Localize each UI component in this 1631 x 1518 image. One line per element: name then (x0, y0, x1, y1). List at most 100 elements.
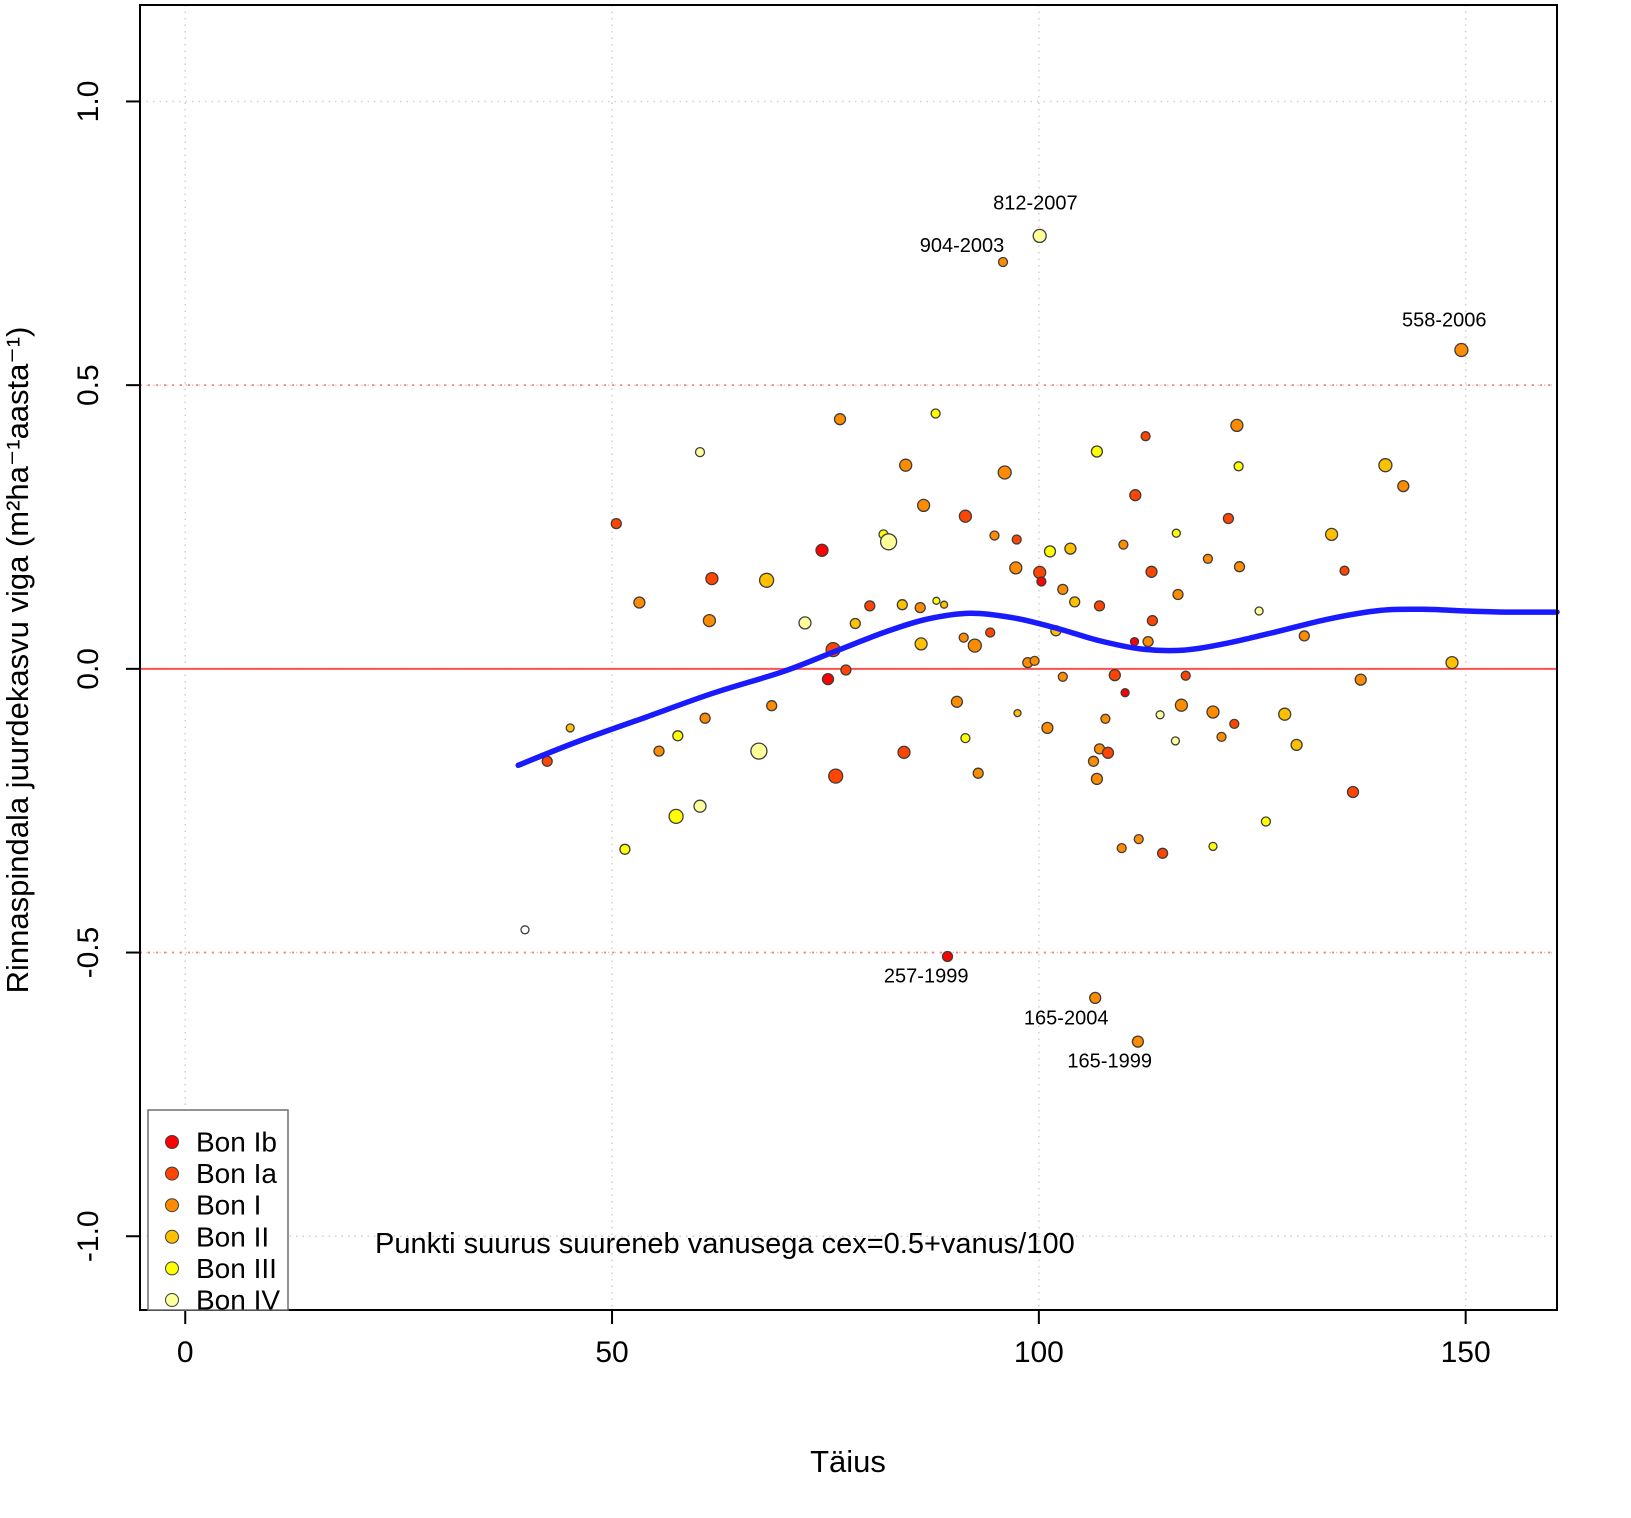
legend-label: Bon II (196, 1221, 269, 1252)
data-point (1222, 512, 1235, 525)
data-point (1129, 636, 1140, 647)
y-axis-title: Rinnaspindala juurdekasvu viga (m²ha⁻¹aa… (0, 327, 35, 994)
data-point (1216, 731, 1227, 743)
data-point (896, 599, 908, 611)
data-point (821, 672, 835, 686)
data-point (1129, 489, 1142, 502)
data-point (1057, 671, 1068, 682)
data-point (1260, 816, 1272, 827)
data-point (916, 498, 931, 513)
data-point (958, 632, 969, 643)
data-point (1354, 673, 1367, 686)
data-point (1118, 539, 1129, 550)
legend-label: Bon Ib (196, 1127, 277, 1158)
data-point (897, 745, 911, 759)
data-point (864, 600, 876, 612)
data-point (1009, 561, 1023, 575)
data-point (1298, 630, 1310, 642)
data-point (1064, 542, 1077, 555)
data-point (941, 950, 954, 963)
data-point (1032, 228, 1047, 244)
data-point (610, 517, 622, 530)
data-point (1033, 565, 1047, 580)
data-point (1057, 583, 1069, 596)
data-point (1101, 746, 1115, 759)
loess-curve (515, 606, 1560, 769)
data-point (668, 808, 684, 825)
data-point (985, 627, 996, 638)
data-point (930, 408, 941, 419)
data-point (950, 695, 964, 708)
data-point (939, 600, 949, 609)
point-label: 812-2007 (993, 192, 1078, 214)
data-point (1324, 527, 1339, 542)
data-point (932, 596, 941, 605)
data-point (702, 613, 717, 628)
data-point (967, 638, 982, 653)
point-label: 904-2003 (920, 235, 1005, 257)
x-tick-label: 100 (1014, 1336, 1064, 1369)
legend-label: Bon I (196, 1190, 261, 1221)
data-point (1233, 461, 1244, 472)
data-point (699, 712, 711, 724)
data-point (1029, 655, 1040, 667)
data-point (972, 767, 984, 779)
data-point (1090, 772, 1104, 786)
data-point (1254, 606, 1264, 616)
data-point (1011, 534, 1022, 545)
data-point (672, 730, 684, 742)
data-point (1155, 710, 1165, 720)
data-point (879, 533, 898, 551)
data-point (693, 799, 707, 813)
data-point (1180, 670, 1191, 681)
data-point (633, 596, 646, 609)
x-axis-title: Täius (810, 1444, 886, 1479)
data-point (997, 465, 1012, 480)
data-point (758, 572, 775, 588)
data-point (1013, 708, 1022, 718)
data-point (1100, 713, 1111, 724)
data-point (1378, 458, 1393, 473)
data-point (653, 745, 665, 757)
grid-layer (140, 5, 1557, 1310)
y-tick-label: 0.0 (72, 648, 105, 690)
data-point (1090, 445, 1104, 458)
data-point (1036, 576, 1047, 587)
plot-border (139, 4, 1558, 1311)
data-point (520, 925, 530, 935)
data-point (1142, 635, 1154, 648)
data-point (997, 256, 1009, 268)
data-point (1120, 688, 1130, 698)
legend-label: Bon III (196, 1253, 277, 1284)
data-point (1346, 785, 1360, 799)
x-tick-label: 0 (177, 1336, 194, 1369)
point-label: 257-1999 (884, 966, 969, 988)
y-tick-label: 0.5 (72, 364, 105, 406)
data-point (1089, 991, 1102, 1005)
data-point (914, 601, 926, 614)
data-point (1206, 705, 1220, 719)
data-point (1108, 668, 1121, 682)
data-point (619, 843, 631, 855)
data-point (989, 530, 1000, 541)
data-point (694, 446, 706, 458)
data-point (833, 413, 847, 426)
data-point (1170, 736, 1181, 746)
loess-curve-layer (515, 606, 1560, 769)
data-point (565, 723, 575, 733)
axes-layer: 0 50 100 150 -1.0 -0.5 0.0 0.5 1.0 (72, 81, 1491, 1369)
legend-label: Bon IV (196, 1285, 280, 1316)
y-tick-label: -0.5 (72, 927, 105, 979)
data-point (1116, 842, 1127, 854)
legend-swatch (165, 1229, 179, 1244)
point-label: 165-1999 (1067, 1051, 1152, 1073)
data-point (750, 742, 768, 760)
data-point (1339, 565, 1350, 576)
data-point (766, 700, 778, 712)
data-point (1156, 847, 1169, 859)
data-point (1146, 614, 1159, 627)
legend-swatch (165, 1198, 179, 1213)
data-point (958, 509, 973, 523)
